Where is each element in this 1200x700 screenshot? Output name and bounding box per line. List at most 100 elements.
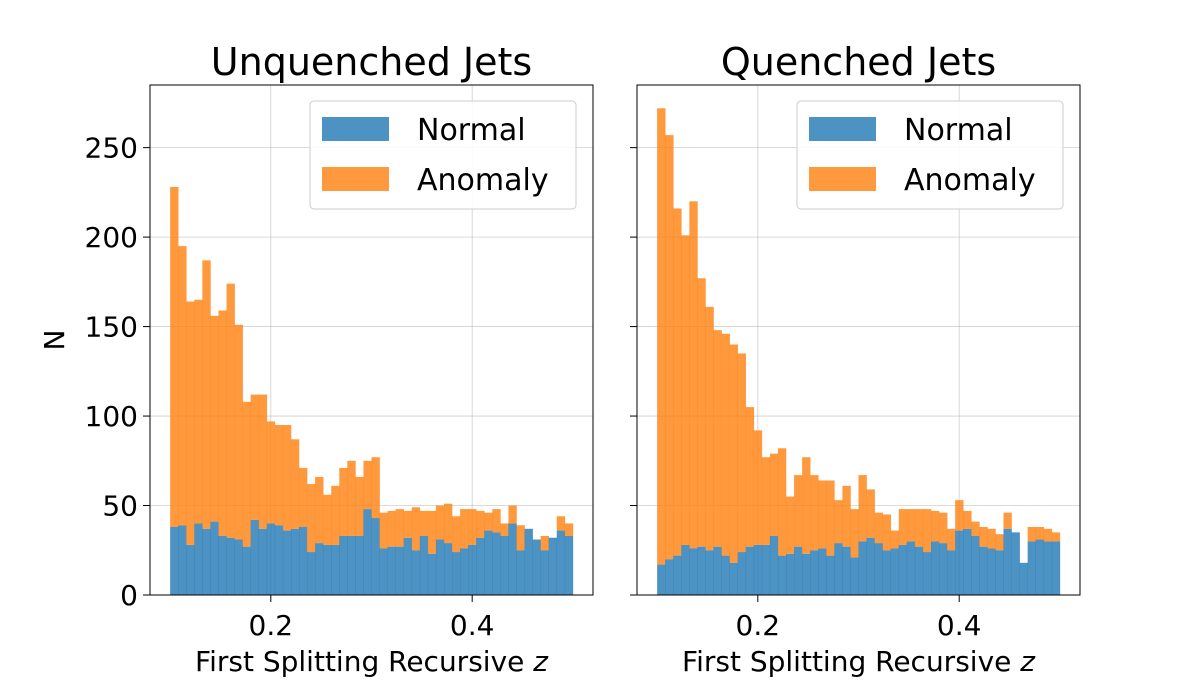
bar-anomaly	[955, 500, 964, 531]
bar-normal	[379, 548, 388, 595]
bar-normal	[282, 530, 292, 595]
bar-anomaly	[194, 299, 203, 524]
bar-anomaly	[218, 310, 227, 536]
bar-normal	[713, 546, 722, 595]
bar-anomaly	[468, 509, 477, 545]
x-axis-label: First Splitting Recursive z	[195, 645, 549, 678]
bar-normal	[1043, 541, 1053, 595]
bar-anomaly	[745, 407, 755, 547]
bar-normal	[786, 553, 795, 595]
bar-anomaly	[435, 505, 445, 540]
bar-normal	[331, 544, 340, 595]
bar-normal	[548, 537, 558, 595]
x-tick-label: 0.4	[937, 609, 982, 642]
y-tick-label: 200	[85, 221, 138, 254]
bar-anomaly	[1027, 527, 1036, 542]
bar-anomaly	[826, 480, 835, 556]
bar-anomaly	[363, 460, 372, 510]
legend-label-anomaly: Anomaly	[904, 163, 1036, 198]
bar-normal	[721, 555, 730, 595]
bar-normal	[371, 518, 380, 595]
bar-normal	[234, 539, 243, 595]
bar-anomaly	[540, 535, 549, 551]
bar-anomaly	[947, 528, 956, 551]
bar-anomaly	[794, 475, 803, 547]
x-tick-label: 0.2	[249, 609, 294, 642]
bar-normal	[403, 537, 413, 595]
bar-normal	[963, 528, 972, 595]
bar-normal	[874, 543, 883, 595]
bar-normal	[922, 552, 932, 595]
bar-anomaly	[898, 509, 908, 545]
bar-normal	[971, 535, 980, 595]
bar-normal	[898, 544, 908, 595]
bar-anomaly	[995, 534, 1004, 551]
bar-normal	[210, 521, 219, 595]
y-tick-label: 100	[85, 400, 138, 433]
bar-anomaly	[178, 246, 187, 526]
bar-normal	[657, 564, 666, 595]
bar-normal	[1027, 541, 1036, 595]
bar-normal	[476, 537, 485, 595]
bar-anomaly	[769, 453, 779, 536]
bar-normal	[532, 539, 541, 595]
bar-anomaly	[705, 306, 714, 551]
bar-anomaly	[971, 521, 980, 536]
legend-label-anomaly: Anomaly	[417, 163, 549, 198]
bar-normal	[689, 548, 698, 595]
bar-normal	[995, 550, 1004, 595]
bar-normal	[556, 530, 566, 595]
bar-normal	[890, 548, 900, 595]
bar-anomaly	[323, 494, 332, 545]
bar-normal	[307, 552, 316, 595]
bar-normal	[443, 543, 453, 595]
bar-normal	[419, 535, 429, 595]
bar-normal	[299, 527, 308, 595]
bar-anomaly	[460, 509, 469, 549]
bar-anomaly	[258, 394, 268, 529]
bar-normal	[186, 544, 195, 595]
legend-swatch-normal	[809, 117, 876, 141]
bar-normal	[729, 562, 738, 595]
bar-normal	[705, 550, 714, 595]
bar-anomaly	[355, 476, 364, 536]
bar-anomaly	[729, 344, 738, 563]
bar-normal	[427, 553, 437, 595]
bar-normal	[858, 541, 867, 595]
bar-anomaly	[882, 514, 892, 551]
bar-normal	[987, 548, 996, 595]
bar-anomaly	[1043, 528, 1053, 542]
y-axis-label: N	[38, 330, 71, 351]
bar-anomaly	[689, 201, 698, 549]
chart-title: Quenched Jets	[721, 40, 996, 84]
bar-normal	[1019, 562, 1028, 595]
bar-normal	[673, 555, 682, 595]
bar-anomaly	[299, 467, 308, 527]
bar-normal	[452, 552, 461, 595]
bar-anomaly	[250, 394, 260, 520]
bar-anomaly	[226, 283, 235, 538]
x-axis-label: First Splitting Recursive z	[682, 645, 1036, 678]
bar-anomaly	[858, 475, 867, 542]
bar-anomaly	[476, 510, 485, 538]
bar-anomaly	[315, 476, 324, 544]
bar-anomaly	[1051, 532, 1061, 542]
bar-anomaly	[930, 510, 940, 542]
bar-normal	[882, 550, 892, 595]
bar-anomaly	[347, 460, 356, 536]
plot-frame	[636, 84, 1081, 596]
bar-anomaly	[866, 489, 875, 538]
bar-normal	[274, 525, 284, 595]
bar-normal	[387, 546, 396, 595]
bar-normal	[745, 546, 755, 595]
chart-title: Unquenched Jets	[211, 40, 532, 84]
bar-normal	[826, 555, 835, 595]
bar-anomaly	[274, 425, 284, 526]
bar-anomaly	[371, 457, 380, 519]
bar-normal	[930, 541, 940, 595]
bar-anomaly	[890, 530, 900, 549]
bar-anomaly	[842, 485, 851, 547]
x-tick-label: 0.2	[736, 609, 781, 642]
bar-normal	[516, 550, 525, 595]
